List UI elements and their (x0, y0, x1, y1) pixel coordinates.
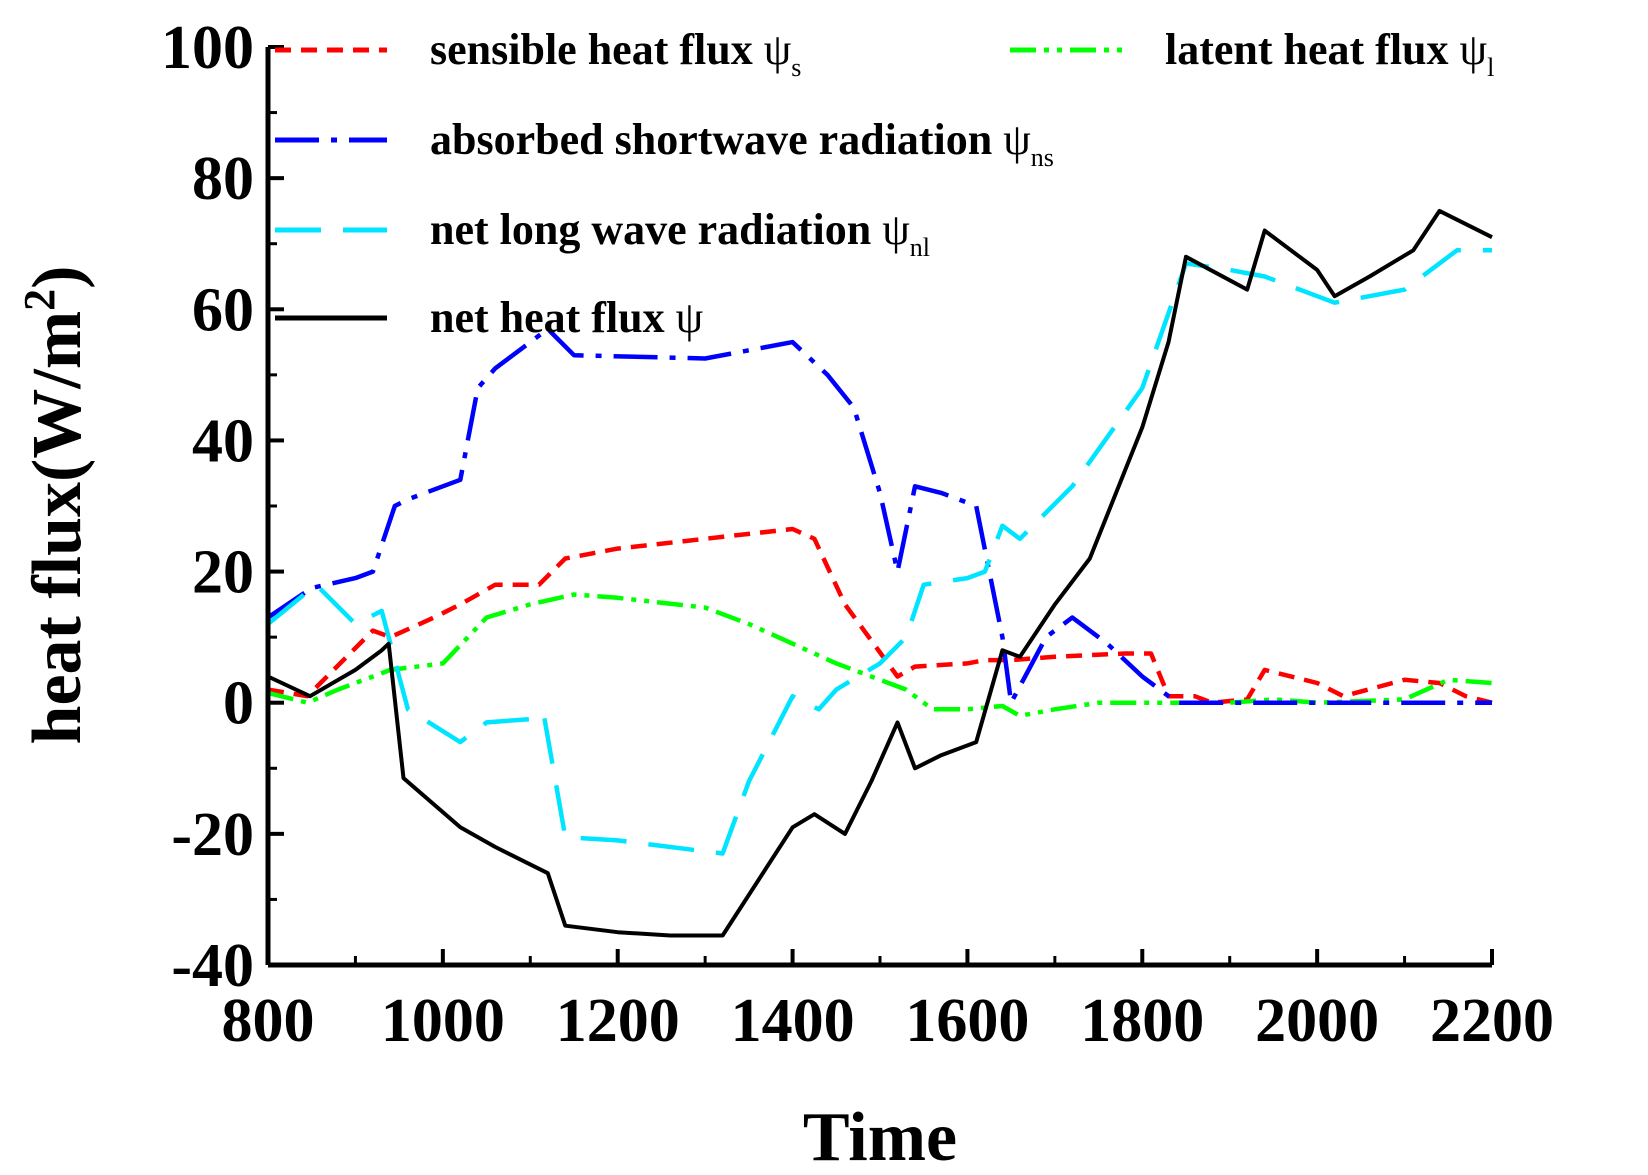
y-axis-title-main: heat flux(W/m (19, 311, 96, 745)
legend-entry-label: net long wave radiation ψnl (430, 205, 930, 262)
x-tick-label: 1400 (731, 987, 855, 1055)
x-axis-title: Time (803, 1099, 957, 1175)
legend: sensible heat flux ψs latent heat flux ψl… (275, 25, 1494, 342)
y-axis-title-close: ) (19, 266, 96, 289)
legend-entry-symbol: ψ (764, 25, 792, 74)
x-tick-label: 1200 (556, 987, 680, 1055)
y-tick-label: 100 (161, 14, 254, 82)
ticks (266, 45, 1494, 967)
legend-entry-symbol: ψ (1003, 115, 1031, 164)
legend-entry-symbol: ψ (882, 205, 910, 254)
x-tick-label: 2000 (1255, 987, 1379, 1055)
legend-entry-label: sensible heat flux ψs (430, 25, 801, 82)
series-line-absorbed-shortwave-radiation (266, 326, 1492, 705)
y-axis-title: heat flux(W/m2) (15, 266, 96, 745)
y-tick-label: 20 (192, 539, 254, 607)
legend-entry-symbol: ψ (676, 293, 704, 342)
legend-entry-name: latent heat flux (1165, 25, 1460, 74)
series-line-net-heat-flux (267, 208, 1493, 938)
y-tick-label: 40 (192, 407, 254, 475)
x-tick-label: 1000 (381, 987, 505, 1055)
legend-entry-name: net heat flux (430, 293, 676, 342)
series-line-latent-heat-flux (267, 592, 1493, 719)
legend-entry-subscript: s (791, 53, 801, 82)
legend-entry-name: absorbed shortwave radiation (430, 115, 1003, 164)
legend-entry-subscript: l (1487, 53, 1494, 82)
legend-entry-name: net long wave radiation (430, 205, 882, 254)
x-tick-label: 1800 (1080, 987, 1204, 1055)
y-tick-label: -40 (171, 932, 254, 1000)
series-line-sensible-heat-flux (267, 526, 1493, 705)
legend-entry-name: sensible heat flux (430, 25, 764, 74)
axes (265, 47, 1492, 968)
legend-entry-subscript: nl (910, 233, 930, 262)
legend-entry-label: net heat flux ψ (430, 293, 703, 342)
legend-entry-label: absorbed shortwave radiation ψns (430, 115, 1054, 172)
x-tick-label: 800 (222, 987, 315, 1055)
y-tick-label: 60 (192, 276, 254, 344)
y-tick-label: 0 (223, 670, 254, 738)
legend-entry-symbol: ψ (1460, 25, 1488, 74)
x-tick-label: 1600 (905, 987, 1029, 1055)
y-axis-title-superscript: 2 (15, 289, 64, 311)
y-tick-label: 80 (192, 145, 254, 213)
tick-labels: 800 1000 1200 1400 1600 1800 2000 2200 -40 -20 0 20… (161, 14, 1554, 1055)
plot-lines (266, 208, 1493, 938)
legend-entry-subscript: ns (1031, 143, 1054, 172)
series-line-net-long-wave-radiation (266, 248, 1492, 856)
y-tick-label: -20 (171, 801, 254, 869)
x-tick-label: 2200 (1430, 987, 1554, 1055)
legend-entry-label: latent heat flux ψl (1165, 25, 1494, 82)
